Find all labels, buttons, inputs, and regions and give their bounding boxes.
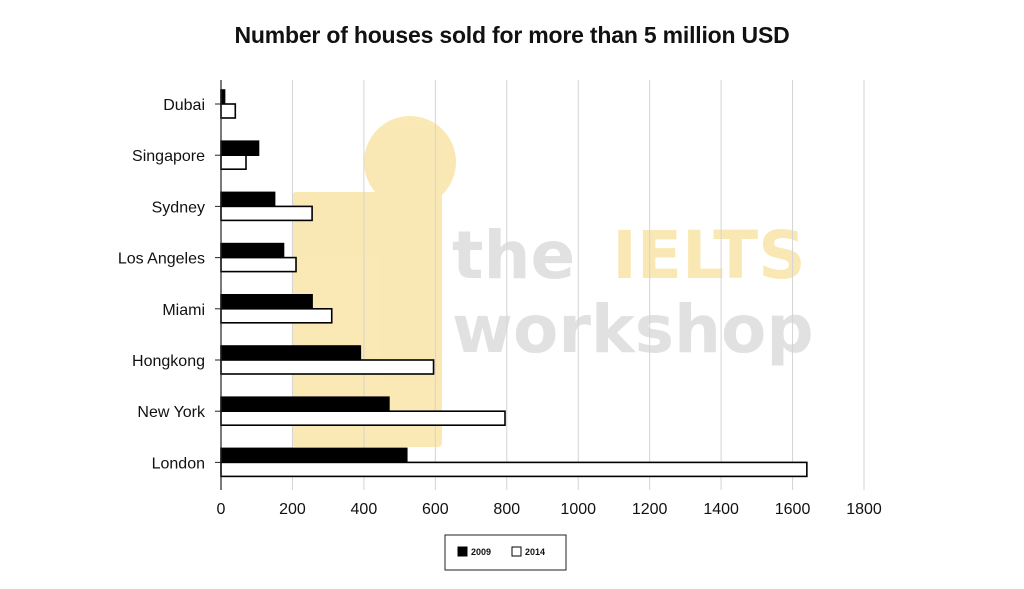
legend: 2009 2014 [444,534,567,571]
legend-label-2009: 2009 [471,547,491,557]
bar-miami-2014 [220,307,333,324]
category-label: Miami [162,302,205,319]
x-tick-label: 1200 [632,501,668,518]
tick-labels: 0 200 400 600 800 1000 1200 1400 1600 1800 [217,501,882,518]
x-tick-label: 200 [279,501,306,518]
category-label: Dubai [163,97,205,114]
watermark-ielts: IELTS [612,217,805,294]
watermark-the: the [452,217,575,294]
x-tick-label: 1000 [560,501,596,518]
category-label: London [152,455,205,472]
watermark-stem [292,192,442,447]
bar-singapore-2009 [220,140,260,156]
watermark-logo: the IELTS workshop [292,116,814,447]
x-tick-label: 1800 [846,501,882,518]
bar-sydney-2014 [220,205,313,222]
bar-sydney-2009 [220,191,276,208]
bar-new-york-2009 [220,396,390,413]
bar-new-york-2014 [220,410,506,427]
bars [220,89,808,478]
x-tick-label: 0 [217,501,226,518]
bar-hongkong-2009 [220,345,362,361]
chart-title: Number of houses sold for more than 5 mi… [234,22,790,48]
bar-hongkong-2014 [220,359,435,375]
category-label: Sydney [152,199,205,216]
x-tick-label: 400 [351,501,378,518]
bar-london-2014 [220,461,808,478]
category-label: New York [137,404,206,421]
bar-los-angeles-2014 [220,256,297,273]
watermark-workshop: workshop [452,291,814,368]
axes [215,80,222,490]
legend-swatch-2009 [457,546,468,557]
legend-box [444,534,567,571]
x-tick-label: 600 [422,501,449,518]
bar-miami-2009 [220,293,313,310]
legend-swatch-2014 [511,546,522,557]
category-label: Hongkong [132,353,205,370]
x-tick-label: 800 [493,501,520,518]
bar-london-2009 [220,447,408,464]
legend-label-2014: 2014 [525,547,545,557]
x-tick-label: 1600 [775,501,811,518]
bar-singapore-2014 [220,154,247,170]
category-label: Los Angeles [118,251,205,268]
category-labels: Dubai Singapore Sydney Los Angeles Miami Hong… [118,97,206,472]
watermark-dot [364,116,456,208]
svg-text:the IELTS: the IELTS [452,217,806,294]
bar-dubai-2014 [220,103,237,119]
category-label: Singapore [132,148,205,165]
bar-los-angeles-2009 [220,242,285,259]
x-tick-label: 1400 [703,501,739,518]
